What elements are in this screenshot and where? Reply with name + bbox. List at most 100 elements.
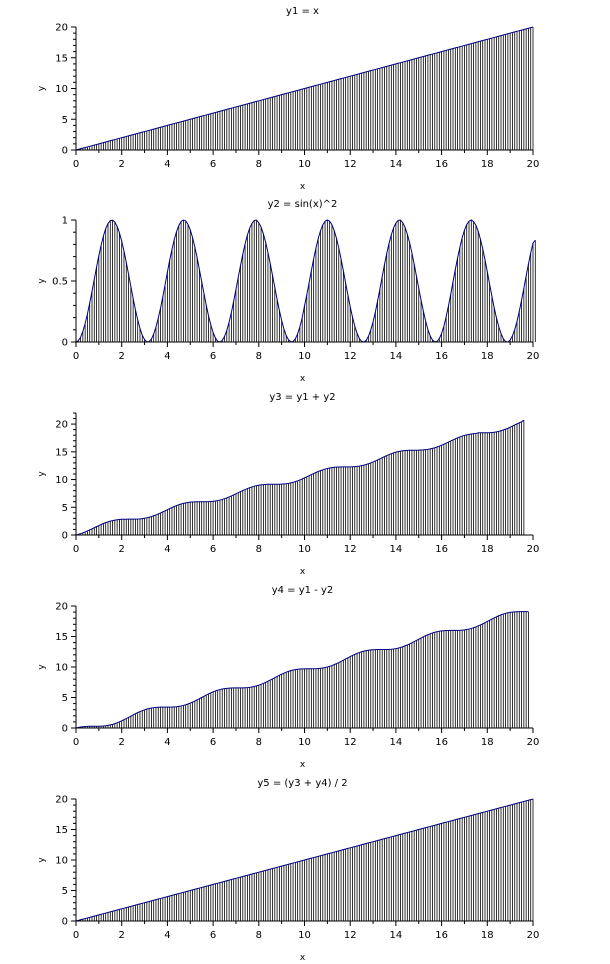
- stem-lines: [77, 420, 525, 535]
- x-tick-label: 0: [73, 930, 79, 941]
- y-tick-label: 20: [55, 420, 68, 431]
- x-tick-label: 20: [527, 544, 540, 555]
- y-tick-label: 10: [55, 856, 68, 867]
- y-tick-label: 20: [55, 23, 68, 34]
- chart-title: y1 = x: [286, 6, 319, 17]
- x-tick-label: 6: [210, 737, 216, 748]
- x-tick-label: 18: [481, 737, 494, 748]
- x-axis-label: x: [300, 953, 306, 963]
- y-tick-label: 0: [62, 531, 68, 542]
- x-tick-label: 12: [344, 930, 357, 941]
- y-tick-label: 10: [55, 84, 68, 95]
- stem-lines: [77, 799, 534, 921]
- y-tick-label: 15: [55, 825, 68, 836]
- x-tick-label: 10: [298, 159, 311, 170]
- x-tick-label: 16: [435, 737, 448, 748]
- x-tick-label: 20: [527, 930, 540, 941]
- y-tick-label: 0: [62, 338, 68, 349]
- x-tick-label: 14: [390, 737, 403, 748]
- series-line: [75, 611, 529, 729]
- x-axis-label: x: [300, 567, 306, 577]
- x-tick-label: 0: [73, 737, 79, 748]
- x-tick-label: 18: [481, 351, 494, 362]
- x-axis-label: x: [300, 182, 306, 192]
- x-axis-label: x: [300, 760, 306, 770]
- x-tick-label: 18: [481, 159, 494, 170]
- chart-title: y2 = sin(x)^2: [268, 199, 338, 210]
- x-tick-label: 10: [298, 351, 311, 362]
- x-tick-label: 12: [344, 351, 357, 362]
- x-tick-label: 4: [164, 351, 170, 362]
- x-tick-label: 14: [390, 159, 403, 170]
- x-tick-label: 6: [210, 544, 216, 555]
- x-tick-label: 16: [435, 351, 448, 362]
- x-tick-label: 2: [119, 737, 125, 748]
- x-tick-label: 12: [344, 737, 357, 748]
- y-axis-label: y: [37, 471, 47, 477]
- x-tick-label: 8: [256, 930, 262, 941]
- x-tick-label: 16: [435, 159, 448, 170]
- stem-lines: [77, 220, 536, 342]
- x-tick-label: 8: [256, 351, 262, 362]
- y-tick-label: 10: [55, 663, 68, 674]
- y-tick-label: 1: [62, 216, 68, 227]
- series-line: [75, 26, 534, 151]
- y-tick-label: 20: [55, 602, 68, 613]
- x-tick-label: 14: [390, 544, 403, 555]
- subplot-y3: y3 = y1 + y2 x y 0 2 4 6 8 10 12 14 16 18 20 0 5 10 15…: [37, 392, 539, 577]
- y-tick-label: 10: [55, 475, 68, 486]
- x-tick-label: 8: [256, 159, 262, 170]
- subplot-y4: y4 = y1 - y2 x y 0 2 4 6 8 10 12 14 16 18 20 0 5 10 15…: [37, 585, 539, 770]
- y-axis-label: y: [37, 278, 47, 284]
- x-tick-label: 12: [344, 159, 357, 170]
- x-tick-label: 4: [164, 544, 170, 555]
- x-tick-label: 16: [435, 930, 448, 941]
- chart-title: y3 = y1 + y2: [269, 392, 335, 403]
- y-tick-label: 0: [62, 724, 68, 735]
- stem-lines: [77, 611, 529, 728]
- x-tick-label: 4: [164, 930, 170, 941]
- x-tick-label: 6: [210, 159, 216, 170]
- y-tick-label: 15: [55, 632, 68, 643]
- subplot-y1: y1 = x x y 0 2 4 6 8 10 12 14 16 18 20 0 5 10 15 20: [37, 6, 539, 192]
- chart-title: y5 = (y3 + y4) / 2: [257, 778, 347, 789]
- y-tick-label: 0: [62, 917, 68, 928]
- x-tick-label: 4: [164, 737, 170, 748]
- y-tick-label: 5: [62, 115, 68, 126]
- x-tick-label: 18: [481, 930, 494, 941]
- stem-lines: [77, 27, 534, 150]
- x-tick-label: 4: [164, 159, 170, 170]
- x-tick-label: 20: [527, 737, 540, 748]
- x-tick-label: 0: [73, 544, 79, 555]
- x-tick-label: 2: [119, 930, 125, 941]
- y-tick-label: 5: [62, 503, 68, 514]
- x-tick-label: 14: [390, 930, 403, 941]
- x-tick-label: 0: [73, 159, 79, 170]
- x-tick-label: 0: [73, 351, 79, 362]
- series-line: [75, 219, 536, 343]
- x-tick-label: 8: [256, 737, 262, 748]
- x-tick-label: 14: [390, 351, 403, 362]
- x-tick-label: 2: [119, 544, 125, 555]
- series-line: [75, 419, 525, 536]
- chart-title: y4 = y1 - y2: [272, 585, 334, 596]
- series-line: [75, 798, 534, 922]
- y-tick-label: 5: [62, 886, 68, 897]
- y-axis-label: y: [37, 85, 47, 91]
- subplot-y5: y5 = (y3 + y4) / 2 x y 0 2 4 6 8 10 12 14 16 18 20…: [37, 778, 539, 963]
- y-axis-label: y: [37, 857, 47, 863]
- x-tick-label: 20: [527, 159, 540, 170]
- x-tick-label: 6: [210, 351, 216, 362]
- x-tick-label: 2: [119, 159, 125, 170]
- y-tick-label: 15: [55, 447, 68, 458]
- x-tick-label: 8: [256, 544, 262, 555]
- y-tick-label: 0: [62, 146, 68, 157]
- x-axis-label: x: [300, 374, 306, 384]
- x-tick-label: 16: [435, 544, 448, 555]
- x-tick-label: 18: [481, 544, 494, 555]
- x-tick-label: 20: [527, 351, 540, 362]
- x-tick-label: 12: [344, 544, 357, 555]
- x-tick-label: 10: [298, 544, 311, 555]
- x-tick-label: 6: [210, 930, 216, 941]
